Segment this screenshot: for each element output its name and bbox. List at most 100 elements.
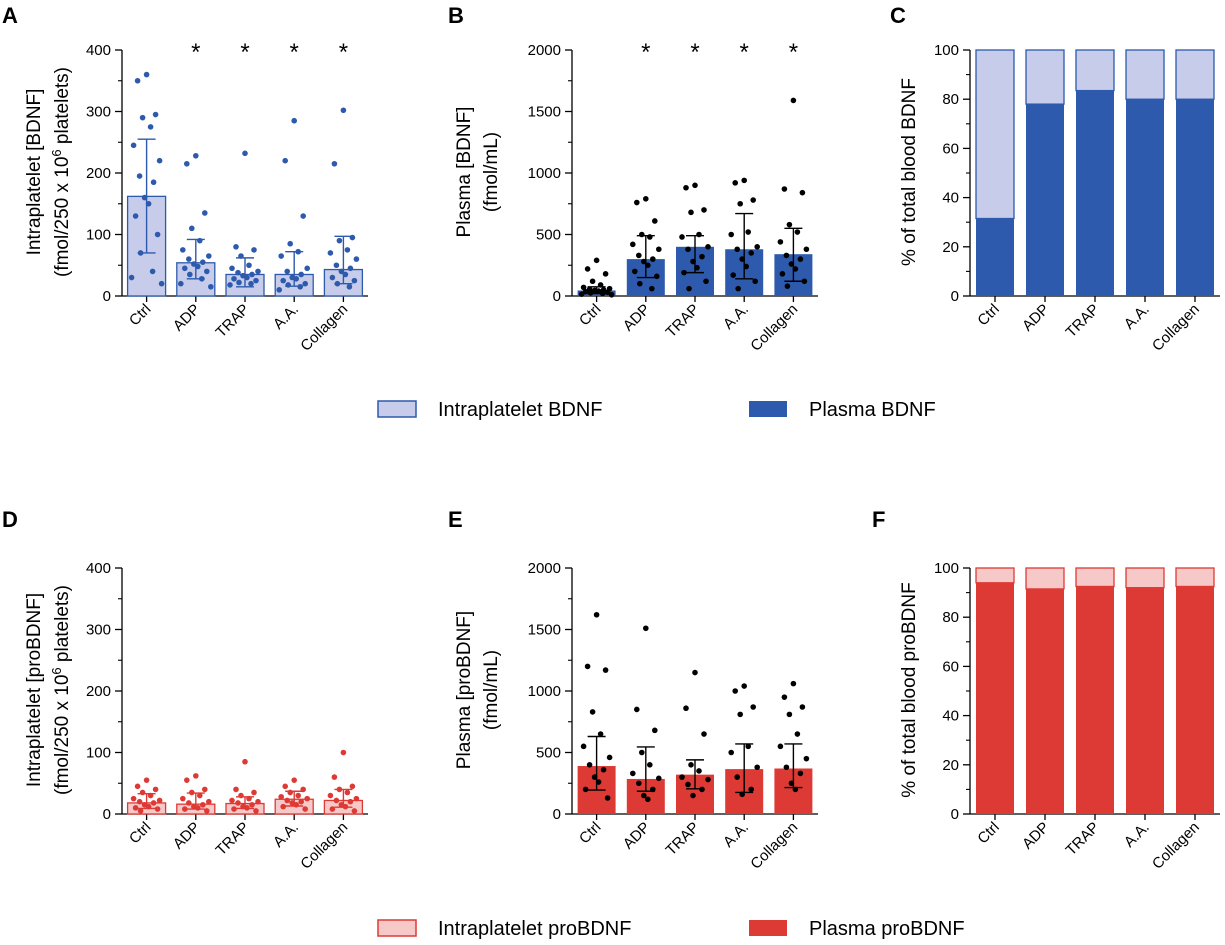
x-tick-label-e: A.A. xyxy=(720,819,752,851)
data-point-d xyxy=(139,789,146,796)
data-point-e xyxy=(586,762,593,768)
data-point-e xyxy=(750,704,756,710)
data-point-a xyxy=(285,282,292,288)
data-point-a xyxy=(233,244,239,250)
data-point-a xyxy=(344,247,351,253)
data-point-d xyxy=(238,792,244,799)
significance-star-a: * xyxy=(339,39,348,66)
data-point-d xyxy=(327,792,334,799)
significance-star-b: * xyxy=(740,39,749,66)
y-tick-label-e: 500 xyxy=(536,745,561,762)
data-point-d xyxy=(251,789,257,796)
x-tick-label-e: Ctrl xyxy=(576,819,605,848)
chart-panel-e: 0 500 1000 1500 2000 Ctrl ADP TRAP A.A.Collagen xyxy=(528,560,818,873)
x-tick-label-b: ADP xyxy=(620,301,654,335)
x-tick-label-f: ADP xyxy=(1019,819,1053,853)
data-point-e xyxy=(580,743,587,750)
data-point-a xyxy=(187,271,193,278)
chart-panel-d: 0 100 200 300 400 Ctrl ADP TRAP A.A.Collagen xyxy=(86,560,368,873)
data-point-a xyxy=(347,265,354,272)
panel-letter-a: A xyxy=(2,3,18,28)
data-point-b xyxy=(656,246,662,253)
data-point-a xyxy=(336,237,343,244)
data-point-e xyxy=(745,743,751,750)
data-point-d xyxy=(287,789,294,796)
panel-letter-c: C xyxy=(890,3,906,28)
x-tick-label-f: Ctrl xyxy=(974,819,1003,848)
data-point-e xyxy=(728,749,734,756)
data-point-d xyxy=(200,801,206,808)
data-point-a xyxy=(282,157,289,164)
data-point-b xyxy=(604,289,611,296)
data-point-b xyxy=(790,97,797,104)
stacked-bar-top-c xyxy=(975,49,1015,220)
data-point-d xyxy=(132,805,139,811)
y-tick-label-e: 1000 xyxy=(528,683,561,700)
y-tick-label-a: 200 xyxy=(86,165,111,182)
data-point-e xyxy=(734,774,740,780)
data-point-a xyxy=(331,160,338,167)
data-point-e xyxy=(639,749,645,756)
data-point-a xyxy=(248,280,254,287)
ylabel-e-line2: (fmol/mL) xyxy=(481,650,502,730)
data-point-e xyxy=(597,731,604,737)
data-point-b xyxy=(636,252,642,259)
data-point-a xyxy=(193,152,199,159)
x-tick-label-c: A.A. xyxy=(1121,301,1153,333)
data-point-b xyxy=(692,182,698,189)
x-tick-label-b: A.A. xyxy=(720,301,752,333)
data-point-d xyxy=(184,777,190,783)
chart-panel-b: 0 500 1000 1500 2000 Ctrl ADP * TRAP * A.A. * Collag… xyxy=(528,39,818,355)
data-point-b xyxy=(737,200,743,207)
data-point-a xyxy=(329,274,336,281)
data-point-b xyxy=(781,186,788,192)
data-point-e xyxy=(748,786,754,793)
x-tick-label-d: A.A. xyxy=(270,819,302,851)
stacked-bar-top-f xyxy=(1025,567,1065,590)
data-point-d xyxy=(231,806,237,812)
data-point-e xyxy=(701,731,707,737)
data-point-b xyxy=(728,231,734,238)
data-point-b xyxy=(685,246,691,253)
data-point-d xyxy=(344,789,351,796)
legend-swatch-intraplatelet-bdnf xyxy=(377,400,417,418)
data-point-a xyxy=(276,287,283,293)
data-point-e xyxy=(692,669,698,676)
data-point-b xyxy=(701,207,707,213)
stacked-bar-top-f xyxy=(975,567,1015,584)
x-tick-label-a: ADP xyxy=(170,301,204,335)
data-point-e xyxy=(636,780,642,787)
y-tick-label-f: 20 xyxy=(942,757,959,774)
stacked-bar-top-c xyxy=(1175,49,1215,100)
data-point-d xyxy=(180,795,186,802)
data-point-d xyxy=(302,806,309,812)
y-tick-label-f: 80 xyxy=(942,609,959,626)
data-point-e xyxy=(647,762,653,768)
data-point-b xyxy=(580,284,587,291)
data-point-e xyxy=(641,792,647,799)
x-tick-label-c: ADP xyxy=(1019,301,1053,335)
data-point-e xyxy=(705,776,711,783)
x-tick-label-d: ADP xyxy=(170,819,204,853)
y-tick-label-b: 0 xyxy=(553,288,561,305)
data-point-e xyxy=(584,663,591,670)
stacked-bar-bottom-c xyxy=(976,218,1014,296)
data-point-a xyxy=(242,150,248,157)
data-point-b xyxy=(797,256,804,262)
data-point-d xyxy=(329,806,336,812)
data-point-d xyxy=(186,800,192,806)
data-point-a xyxy=(136,173,143,179)
ylabel-c: % of total blood BDNF xyxy=(899,78,920,266)
data-point-b xyxy=(688,209,694,216)
data-point-b xyxy=(589,278,596,285)
data-point-d xyxy=(347,798,354,805)
data-point-a xyxy=(251,247,257,253)
y-tick-label-d: 300 xyxy=(86,622,111,639)
significance-star-a: * xyxy=(290,39,299,66)
y-tick-label-b: 1000 xyxy=(528,165,561,182)
significance-star-a: * xyxy=(240,39,249,66)
ylabel-d-post: platelets) xyxy=(52,585,73,667)
data-point-e xyxy=(794,731,801,737)
data-point-b xyxy=(783,252,790,259)
